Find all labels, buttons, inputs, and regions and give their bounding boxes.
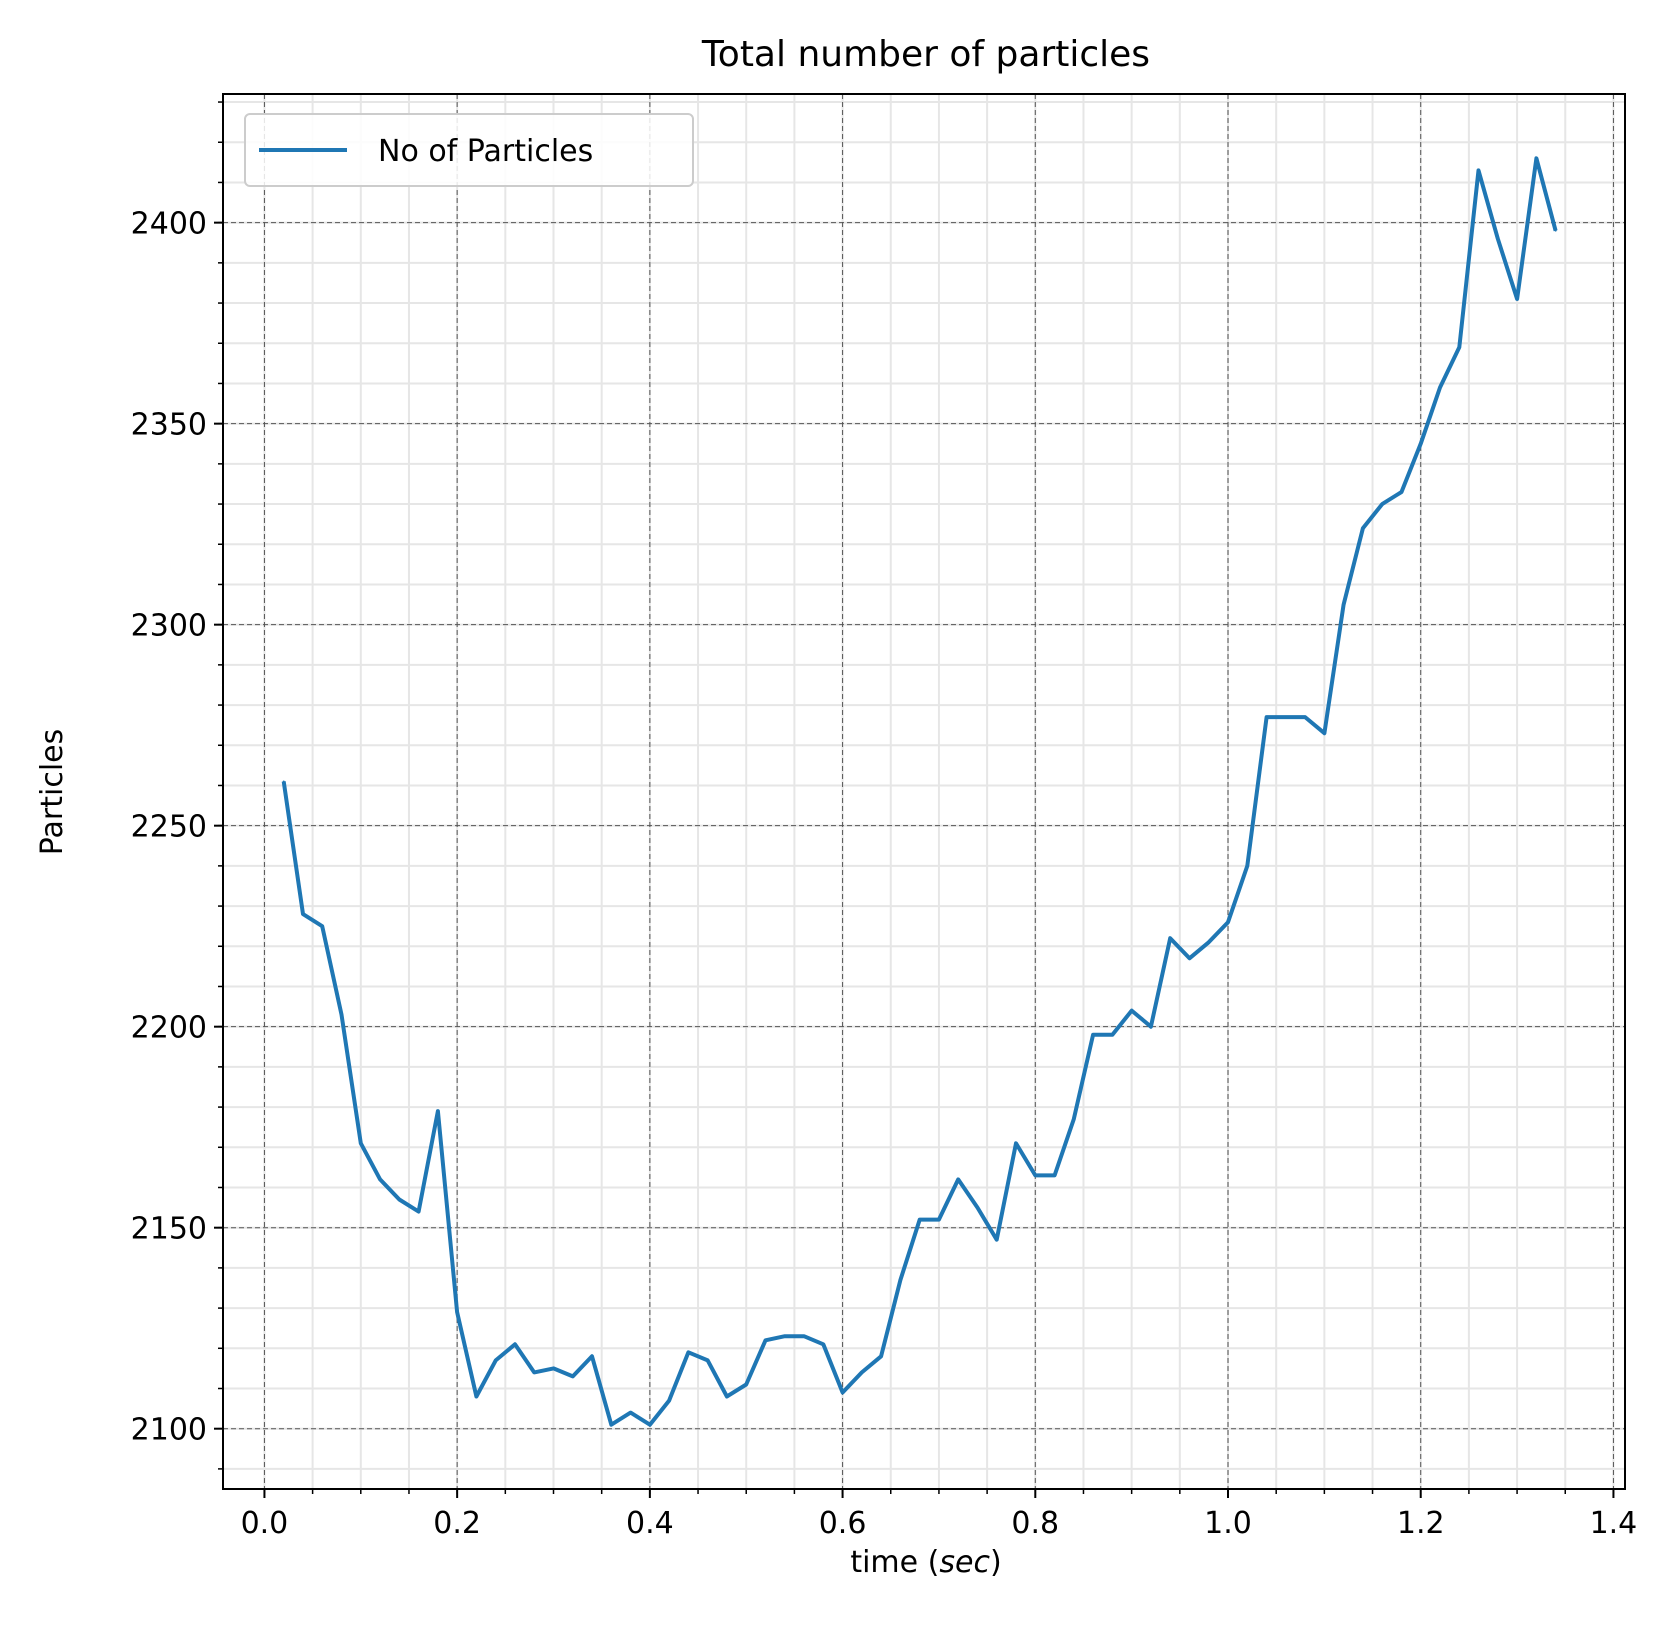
- x-tick-label: 0.8: [1011, 1506, 1059, 1541]
- data-point: [340, 1013, 343, 1016]
- data-point: [1053, 1174, 1056, 1177]
- data-point: [1149, 1025, 1152, 1028]
- data-point: [880, 1355, 883, 1358]
- data-point: [841, 1391, 844, 1394]
- x-tick-label: 1.2: [1397, 1506, 1445, 1541]
- data-point: [1304, 716, 1307, 719]
- data-point: [475, 1395, 478, 1398]
- chart-title: Total number of particles: [701, 34, 1150, 75]
- y-axis-label: Particles: [35, 729, 70, 855]
- plot-frame: [222, 93, 1626, 1490]
- data-point: [995, 1238, 998, 1241]
- data-point: [1034, 1174, 1037, 1177]
- data-point: [764, 1339, 767, 1342]
- data-point: [976, 1206, 979, 1209]
- data-point: [629, 1411, 632, 1414]
- data-point: [899, 1278, 902, 1281]
- x-axis-label: time (sec): [850, 1545, 1001, 1580]
- data-point: [783, 1335, 786, 1338]
- data-point: [321, 925, 324, 928]
- data-point: [1381, 503, 1384, 506]
- data-point: [282, 780, 285, 783]
- data-point: [1400, 490, 1403, 493]
- data-point: [1535, 157, 1538, 160]
- legend-label: No of Particles: [378, 134, 593, 169]
- y-tick-label: 2350: [131, 408, 207, 443]
- data-point: [706, 1359, 709, 1362]
- data-point: [533, 1371, 536, 1374]
- data-point: [648, 1423, 651, 1426]
- data-point: [379, 1178, 382, 1181]
- data-point: [398, 1198, 401, 1201]
- data-point: [436, 1110, 439, 1113]
- series-layer: [281, 156, 1558, 1427]
- data-point: [301, 913, 304, 916]
- data-point: [687, 1351, 690, 1354]
- y-tick-label: 2200: [131, 1011, 207, 1046]
- data-point: [668, 1399, 671, 1402]
- data-point: [552, 1367, 555, 1370]
- y-tick-label: 2400: [131, 207, 207, 242]
- data-point: [918, 1218, 921, 1221]
- y-tick-label: 2250: [131, 810, 207, 845]
- data-point: [1323, 732, 1326, 735]
- data-point: [803, 1335, 806, 1338]
- legend-box: [244, 113, 694, 187]
- data-point: [1188, 957, 1191, 960]
- data-point: [571, 1375, 574, 1378]
- x-axis-label-unit: sec: [939, 1545, 990, 1580]
- y-tick-label: 2150: [131, 1212, 207, 1247]
- data-point: [1246, 864, 1249, 867]
- y-axis-ticks: 2100 2150 2200 2250 2300 2350 2400: [131, 101, 223, 1470]
- x-tick-label: 0.2: [433, 1506, 481, 1541]
- y-tick-label: 2300: [131, 609, 207, 644]
- data-point: [610, 1423, 613, 1426]
- x-tick-label: 0.0: [241, 1506, 289, 1541]
- data-point: [1477, 169, 1480, 172]
- data-point: [1265, 716, 1268, 719]
- data-point: [1130, 1009, 1133, 1012]
- data-point: [1361, 527, 1364, 530]
- x-tick-label: 0.4: [626, 1506, 674, 1541]
- data-point: [1342, 603, 1345, 606]
- data-point: [1284, 716, 1287, 719]
- data-point: [1092, 1033, 1095, 1036]
- data-point: [957, 1178, 960, 1181]
- data-point: [1015, 1142, 1018, 1145]
- data-point: [591, 1355, 594, 1358]
- data-point: [456, 1311, 459, 1314]
- major-grid: [223, 94, 1625, 1489]
- data-point: [1554, 229, 1557, 232]
- x-axis-ticks: 0.0 0.2 0.4 0.6 0.8 1.0 1.2 1.4: [241, 1489, 1638, 1541]
- x-tick-label: 1.0: [1204, 1506, 1252, 1541]
- data-point: [1207, 941, 1210, 944]
- data-point: [1496, 237, 1499, 240]
- data-point: [1072, 1118, 1075, 1121]
- x-tick-label: 0.6: [819, 1506, 867, 1541]
- data-point: [822, 1343, 825, 1346]
- data-point: [494, 1359, 497, 1362]
- x-axis-label-text: time: [850, 1545, 918, 1580]
- data-point: [359, 1142, 362, 1145]
- data-point: [513, 1343, 516, 1346]
- data-point: [1111, 1033, 1114, 1036]
- data-point: [1516, 298, 1519, 301]
- data-point: [1169, 937, 1172, 940]
- data-point: [725, 1395, 728, 1398]
- legend: No of Particles: [244, 113, 694, 187]
- data-point: [417, 1210, 420, 1213]
- data-point: [1458, 346, 1461, 349]
- x-tick-label: 1.4: [1590, 1506, 1638, 1541]
- data-point: [860, 1371, 863, 1374]
- data-point: [1227, 921, 1230, 924]
- y-tick-label: 2100: [131, 1413, 207, 1448]
- data-point: [1419, 442, 1422, 445]
- data-point: [937, 1218, 940, 1221]
- data-point: [745, 1383, 748, 1386]
- data-point: [1438, 386, 1441, 389]
